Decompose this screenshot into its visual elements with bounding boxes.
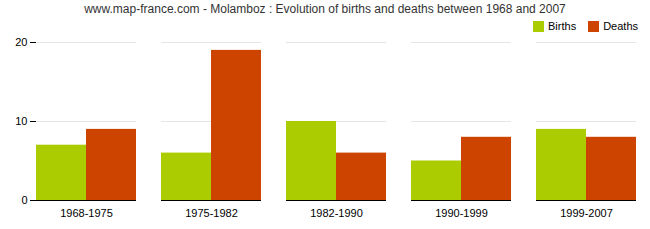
svg-text:1982-1990: 1982-1990 [310,207,363,219]
html-text:Births: Births [548,20,577,32]
svg-text:1975-1982: 1975-1982 [185,207,238,219]
svg-text:10: 10 [15,115,27,127]
svg-text:20: 20 [15,36,27,48]
svg-text:1968-1975: 1968-1975 [60,207,113,219]
svg-text:0: 0 [21,194,27,206]
html-text:Deaths: Deaths [603,20,638,32]
svg-text:1999-2007: 1999-2007 [560,207,613,219]
html-text:www.map-france.com - Molamboz: www.map-france.com - Molamboz : Evolutio… [84,2,566,16]
svg-text:1990-1999: 1990-1999 [435,207,488,219]
